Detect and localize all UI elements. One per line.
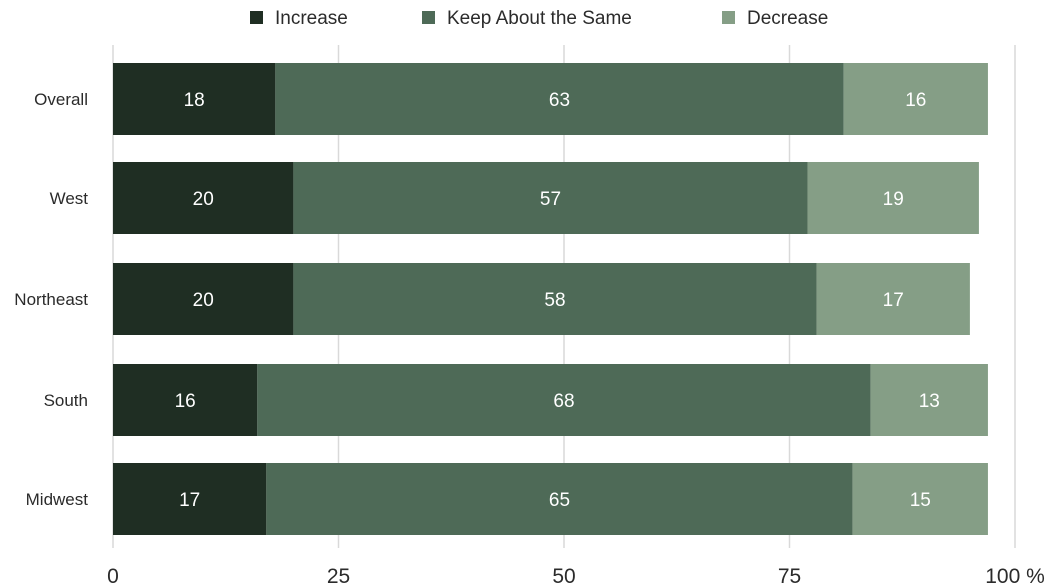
category-labels: Overall West Northeast South Midwest xyxy=(14,90,88,509)
x-tick-label: 50 xyxy=(552,565,575,588)
bars: 18 63 16 20 57 19 20 58 17 16 68 13 17 65 15 xyxy=(113,63,988,535)
data-label: 16 xyxy=(905,90,926,111)
x-axis-ticks: 0 25 50 75 100 % xyxy=(107,565,1045,588)
data-label: 20 xyxy=(193,290,214,311)
bar-segment xyxy=(293,263,817,335)
data-label: 58 xyxy=(544,290,565,311)
legend: Increase Keep About the Same Decrease xyxy=(250,8,828,29)
bar-segment xyxy=(275,63,844,135)
legend-label: Decrease xyxy=(747,8,828,29)
data-label: 19 xyxy=(883,189,904,210)
bar-segment xyxy=(852,463,988,535)
data-label: 65 xyxy=(549,490,570,511)
legend-label: Increase xyxy=(275,8,348,29)
bar-segment xyxy=(113,263,294,335)
legend-swatch xyxy=(250,11,263,24)
category-label: Overall xyxy=(34,90,88,109)
bar-segment xyxy=(293,162,808,234)
data-label: 57 xyxy=(540,189,561,210)
data-label: 13 xyxy=(919,391,940,412)
data-label: 18 xyxy=(184,90,205,111)
legend-swatch xyxy=(722,11,735,24)
legend-label: Keep About the Same xyxy=(447,8,632,29)
bar-segment xyxy=(113,63,276,135)
x-tick-label: 100 % xyxy=(985,565,1045,588)
bar-segment xyxy=(113,364,258,436)
x-tick-label: 25 xyxy=(327,565,350,588)
data-label: 68 xyxy=(553,391,574,412)
bar-segment xyxy=(807,162,979,234)
data-label: 20 xyxy=(193,189,214,210)
x-tick-label: 0 xyxy=(107,565,119,588)
bar-segment xyxy=(257,364,871,436)
bar-segment xyxy=(113,463,267,535)
bar-segment xyxy=(843,63,988,135)
category-label: West xyxy=(50,189,89,208)
category-label: South xyxy=(44,391,88,410)
data-label: 16 xyxy=(175,391,196,412)
data-label: 17 xyxy=(179,490,200,511)
data-label: 15 xyxy=(910,490,931,511)
category-label: Midwest xyxy=(26,490,89,509)
bar-segment xyxy=(266,463,853,535)
legend-swatch xyxy=(422,11,435,24)
bar-segment xyxy=(816,263,970,335)
data-label: 63 xyxy=(549,90,570,111)
bar-segment xyxy=(113,162,294,234)
category-label: Northeast xyxy=(14,290,88,309)
x-tick-label: 75 xyxy=(778,565,801,588)
bar-segment xyxy=(870,364,988,436)
data-label: 17 xyxy=(883,290,904,311)
